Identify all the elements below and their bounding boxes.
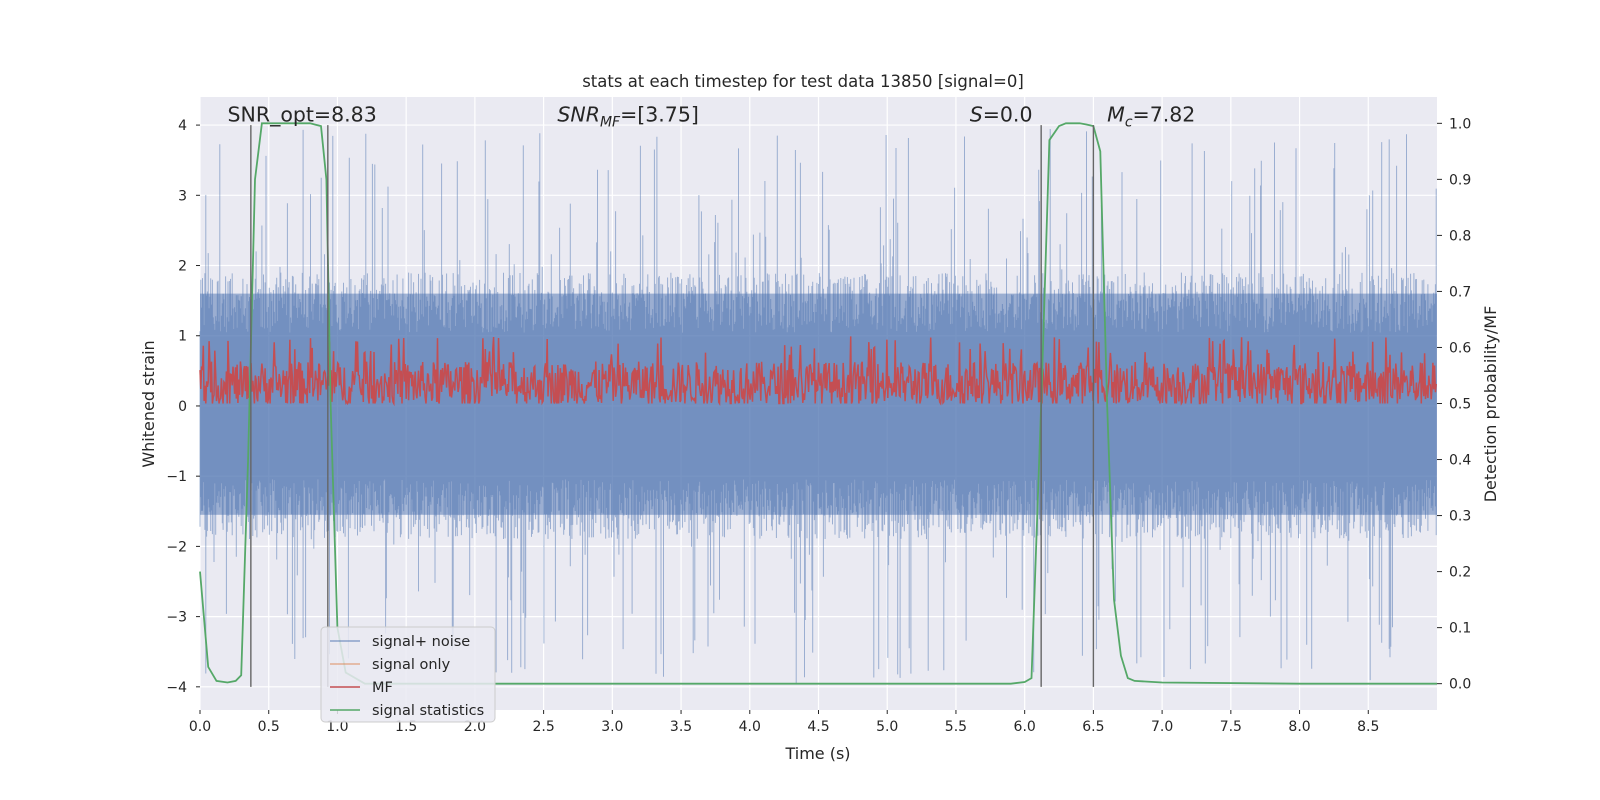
x-tick-label: 2.0 (464, 719, 486, 735)
legend: signal+ noise signal only MF signal statist… (320, 626, 496, 723)
legend-label: signal only (372, 657, 451, 673)
y-left-tick-label: −1 (166, 469, 187, 485)
x-tick-label: 3.5 (670, 719, 692, 735)
x-tick-label: 1.5 (395, 719, 417, 735)
x-tick-label: 1.0 (326, 719, 348, 735)
mf-series (199, 336, 1437, 407)
y-left-tick-labels: −4 −3 −2 −1 0 1 2 3 4 (166, 118, 200, 696)
x-axis-label: Time (s) (784, 744, 850, 763)
series-line-signal-statistics (199, 122, 1437, 685)
annotation-snr-opt: SNR_opt=8.83 (227, 103, 376, 128)
y-left-tick-label: 4 (178, 118, 187, 134)
x-tick-label: 7.0 (1151, 719, 1173, 735)
y-right-tick-label: 1.0 (1449, 116, 1471, 132)
y-left-tick-label: −2 (166, 539, 187, 555)
annotation-s-stat: S=0.0 (970, 103, 1033, 127)
statistics-series (199, 122, 1437, 685)
legend-label: MF (372, 680, 393, 696)
x-tick-label: 4.0 (739, 719, 761, 735)
x-tick-label: 0.5 (258, 719, 280, 735)
y-left-axis-label: Whitened strain (139, 340, 158, 467)
y-right-tick-label: 0.9 (1449, 172, 1471, 188)
x-tick-label: 3.0 (601, 719, 623, 735)
x-tick-label: 8.5 (1357, 719, 1379, 735)
y-right-tick-label: 0.0 (1449, 677, 1471, 693)
legend-box (320, 626, 496, 723)
y-left-tick-label: 2 (178, 259, 187, 275)
x-tick-label: 8.0 (1288, 719, 1310, 735)
y-left-tick-label: −4 (166, 680, 187, 696)
y-left-tick-label: 3 (178, 188, 187, 204)
annotation-chirp-mass: Mc=7.82 (1107, 103, 1195, 131)
x-tick-label: 0.0 (189, 719, 211, 735)
y-right-tick-label: 0.5 (1449, 397, 1471, 413)
y-left-tick-label: 1 (178, 329, 187, 345)
x-tick-label: 5.0 (876, 719, 898, 735)
x-tick-labels: 0.0 0.5 1.0 1.5 2.0 2.5 3.0 3.5 4.0 4.5 5.0 5.5 6.0 6… (189, 710, 1379, 735)
y-right-tick-label: 0.8 (1449, 228, 1471, 244)
y-left-tick-label: −3 (166, 610, 187, 626)
x-tick-label: 7.5 (1220, 719, 1242, 735)
legend-label: signal statistics (372, 703, 484, 719)
vertical-markers (250, 125, 1095, 687)
y-left-tick-label: 0 (178, 399, 187, 415)
y-right-tick-label: 0.7 (1449, 284, 1471, 300)
chart-title: stats at each timestep for test data 138… (582, 72, 1024, 91)
noise-series (199, 129, 1437, 683)
x-tick-label: 6.5 (1082, 719, 1104, 735)
y-right-tick-label: 0.6 (1449, 340, 1471, 356)
annotation-snr-mf: SNRMF=[3.75] (557, 103, 699, 131)
legend-label: signal+ noise (372, 634, 470, 650)
series-line-mf (199, 336, 1437, 407)
annotations: SNR_opt=8.83 SNRMF=[3.75] S=0.0 Mc=7.82 (227, 103, 1195, 131)
y-right-tick-label: 0.4 (1449, 453, 1471, 469)
y-right-tick-label: 0.1 (1449, 621, 1471, 637)
x-tick-label: 2.5 (532, 719, 554, 735)
x-tick-label: 6.0 (1014, 719, 1036, 735)
y-right-tick-label: 0.3 (1449, 509, 1471, 525)
x-tick-label: 5.5 (945, 719, 967, 735)
y-right-axis-label: Detection probability/MF (1481, 306, 1500, 503)
x-tick-label: 4.5 (807, 719, 829, 735)
y-right-tick-label: 0.2 (1449, 565, 1471, 581)
y-right-ticks: 0.0 0.1 0.2 0.3 0.4 0.5 0.6 0.7 0.8 0.9 1.0 (1437, 116, 1471, 693)
